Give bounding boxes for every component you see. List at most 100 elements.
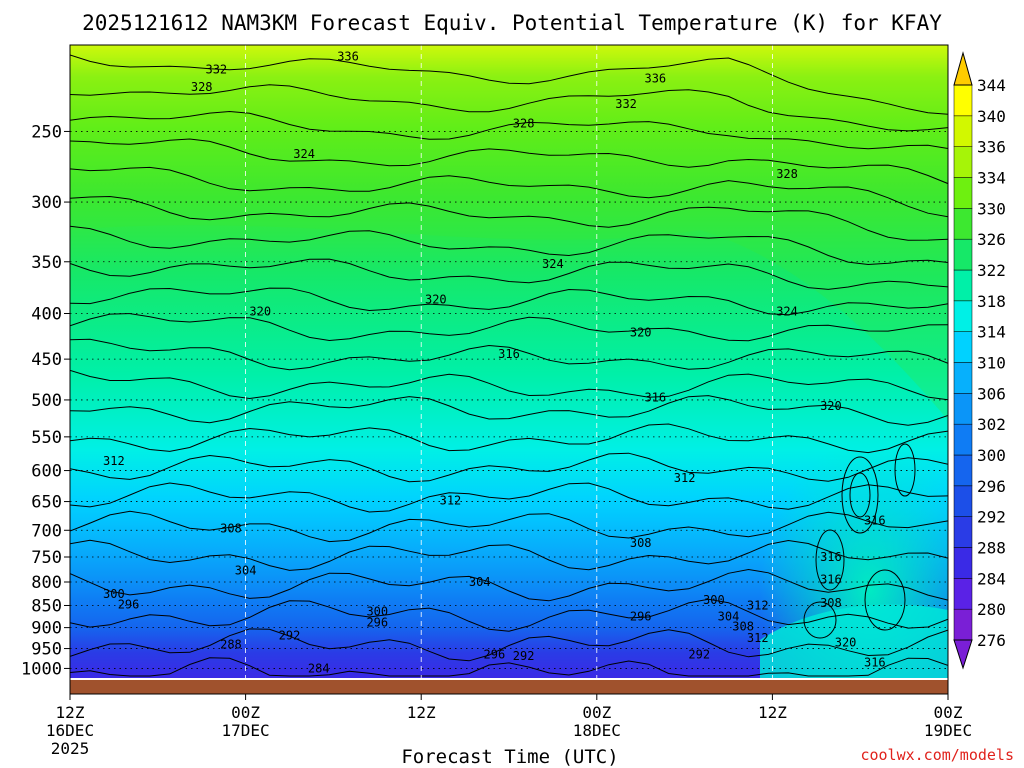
contour-label-16: 312: [103, 454, 125, 468]
contour-label-10: 320: [425, 293, 447, 307]
colorbar-swatch-7: [953, 393, 973, 425]
contour-label-31: 300: [366, 604, 388, 618]
contour-label-15: 320: [820, 399, 842, 413]
colorbar-swatch-16: [953, 115, 973, 147]
contour-label-4: 332: [615, 97, 637, 111]
contour-label-1: 332: [205, 62, 227, 76]
y-tick-label-850: 850: [31, 596, 62, 616]
contour-label-9: 320: [249, 305, 271, 319]
contour-label-40: 296: [484, 648, 506, 662]
contour-label-33: 296: [630, 610, 652, 624]
y-tick-label-250: 250: [31, 122, 62, 142]
contour-label-11: 324: [776, 305, 798, 319]
x-tick-label-4-line1: 12Z: [758, 703, 787, 722]
colorbar-label-306: 306: [977, 384, 1006, 403]
contour-line-7: [70, 258, 948, 290]
contour-label-18: 312: [440, 493, 462, 507]
colorbar-swatch-15: [953, 146, 973, 178]
colorbar-swatch-9: [953, 331, 973, 363]
colorbar: 276 280 284 288 292 296 300 302 306 310 314 318 322 3…: [953, 51, 1006, 670]
contour-label-19: 316: [864, 514, 886, 528]
contour-line-20: [70, 628, 948, 662]
colorbar-swatch-14: [953, 177, 973, 209]
contour-label-22: 316: [820, 550, 842, 564]
contour-label-5: 328: [513, 117, 535, 131]
contour-line-16: [70, 510, 948, 543]
colorbar-label-280: 280: [977, 600, 1006, 619]
colorbar-swatch-13: [953, 208, 973, 240]
colorbar-label-326: 326: [977, 230, 1006, 249]
y-tick-label-650: 650: [31, 493, 62, 513]
contour-label-34: 296: [366, 615, 388, 629]
contour-label-23: 304: [235, 564, 257, 578]
y-tick-label-700: 700: [31, 521, 62, 541]
colorbar-swatch-11: [953, 269, 973, 302]
convective-contour-3: [894, 443, 916, 497]
colorbar-swatch-17: [953, 84, 973, 117]
contour-label-2: 328: [191, 80, 213, 94]
grid-lines: [70, 45, 948, 678]
contour-line-0: [70, 54, 948, 115]
contour-label-39: 288: [220, 637, 242, 651]
contour-line-6: [70, 225, 948, 266]
contour-label-25: 304: [469, 575, 491, 589]
colorbar-swatch-10: [953, 300, 973, 332]
contour-label-group: 336 332 328 336 332 328 324 328 324 320 320 324 320 3…: [103, 49, 886, 675]
colorbar-label-292: 292: [977, 508, 1006, 527]
colorbar-label-334: 334: [977, 169, 1006, 188]
contour-label-41: 292: [513, 649, 535, 663]
contour-label-26: 300: [103, 587, 125, 601]
contour-label-6: 324: [293, 147, 315, 161]
y-tick-label-450: 450: [31, 350, 62, 370]
plot-border: [69, 44, 949, 695]
colorbar-label-344: 344: [977, 76, 1006, 95]
colorbar-label-302: 302: [977, 415, 1006, 434]
contour-line-17: [70, 539, 948, 571]
contour-line-21: [70, 657, 948, 677]
contour-label-27: 296: [118, 598, 140, 612]
contour-line-11: [70, 369, 948, 401]
convective-contour-5: [803, 601, 837, 639]
x-tick-label-0-line3: 2025: [51, 739, 90, 758]
colorbar-label-284: 284: [977, 569, 1006, 588]
x-tick-label-0-line1: 12Z: [56, 703, 85, 722]
y-tick-label-550: 550: [31, 428, 62, 448]
colorbar-label-310: 310: [977, 354, 1006, 373]
contour-line-15: [70, 482, 948, 513]
y-tick-label-350: 350: [31, 253, 62, 273]
y-tick-label-950: 950: [31, 640, 62, 660]
x-axis-title: Forecast Time (UTC): [401, 746, 618, 768]
colorbar-label-288: 288: [977, 539, 1006, 558]
colorbar-swatch-8: [953, 362, 973, 394]
plot-area: [70, 45, 948, 678]
contour-label-14: 316: [644, 391, 666, 405]
contour-lines: [70, 54, 948, 677]
contour-label-30: 312: [747, 598, 769, 612]
y-tick-label-300: 300: [31, 193, 62, 213]
x-tick-label-1-line2: 17DEC: [222, 721, 270, 740]
contour-line-8: [70, 287, 948, 316]
convective-contour-1: [849, 472, 871, 518]
upper-level-gradient-band: [70, 45, 948, 420]
y-tick-label-900: 900: [31, 619, 62, 639]
contour-label-20: 308: [220, 522, 242, 536]
contour-line-2: [70, 110, 948, 150]
colorbar-label-296: 296: [977, 477, 1006, 496]
contour-label-17: 312: [674, 471, 696, 485]
contour-line-18: [70, 568, 948, 602]
x-tick-label-1-line1: 00Z: [231, 703, 260, 722]
convective-contour-4: [864, 569, 906, 631]
x-tick-label-3-line2: 18DEC: [573, 721, 621, 740]
colorbar-label-336: 336: [977, 138, 1006, 157]
x-tick-label-0-line2: 16DEC: [46, 721, 94, 740]
credit-text: coolwx.com/models: [860, 746, 1014, 764]
contour-label-24: 316: [820, 573, 842, 587]
colorbar-swatch-3: [953, 516, 973, 548]
contour-label-12: 320: [630, 325, 652, 339]
colorbar-swatch-6: [953, 423, 973, 456]
contour-label-32: 304: [718, 610, 740, 624]
y-tick-label-1000: 1000: [21, 659, 62, 679]
colorbar-swatch-12: [953, 238, 973, 271]
contour-line-5: [70, 195, 948, 241]
contour-label-35: 308: [732, 619, 754, 633]
